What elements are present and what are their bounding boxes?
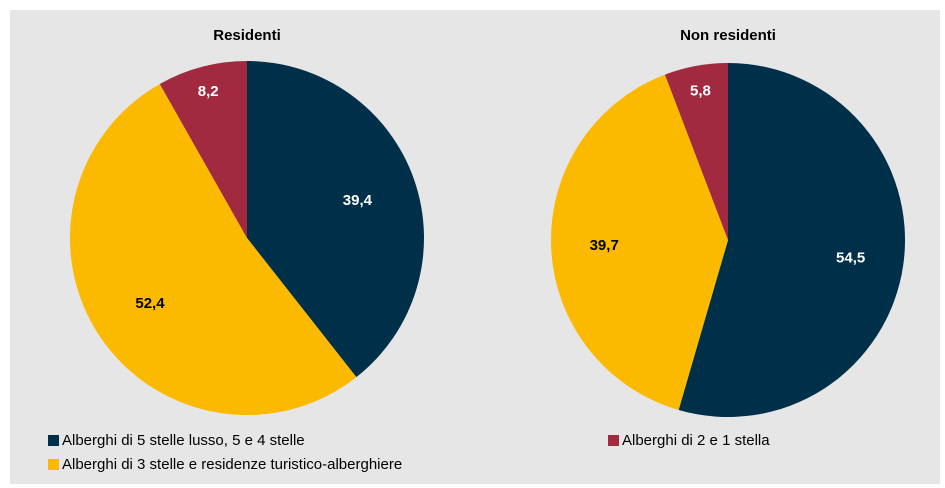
data-label-residenti-three-star-hotels: 52,4: [135, 295, 165, 312]
pie-slice-residenti-three-star-hotels: [69, 83, 357, 416]
pie-chart-non-residenti: Non residenti 54,5 39,7 5,8: [551, 27, 906, 418]
pie-slice-non-residenti-low-star-hotels: [664, 62, 728, 240]
pie-slice-non-residenti-luxury-hotels: [678, 63, 906, 418]
pie-charts: Residenti 39,4 52,4 8,2 Non residenti 54,5 39,…: [69, 27, 906, 418]
data-label-residenti-low-star-hotels: 8,2: [198, 83, 219, 100]
data-label-non-residenti-low-star-hotels: 5,8: [690, 82, 711, 99]
data-label-non-residenti-three-star-hotels: 39,7: [590, 237, 619, 254]
data-label-non-residenti-luxury-hotels: 54,5: [836, 249, 865, 266]
pie-slice-residenti-low-star-hotels: [159, 61, 247, 238]
pie-slice-non-residenti-three-star-hotels: [551, 74, 728, 410]
pie-chart-residenti: Residenti 39,4 52,4 8,2: [69, 27, 424, 416]
pie-slice-residenti-luxury-hotels: [247, 61, 424, 378]
data-label-residenti-luxury-hotels: 39,4: [343, 192, 373, 209]
chart-figure: Residenti 39,4 52,4 8,2 Non residenti 54,5 39,…: [10, 10, 940, 484]
chart-title-residenti: Residenti: [213, 27, 281, 44]
chart-title-non-residenti: Non residenti: [680, 27, 776, 44]
